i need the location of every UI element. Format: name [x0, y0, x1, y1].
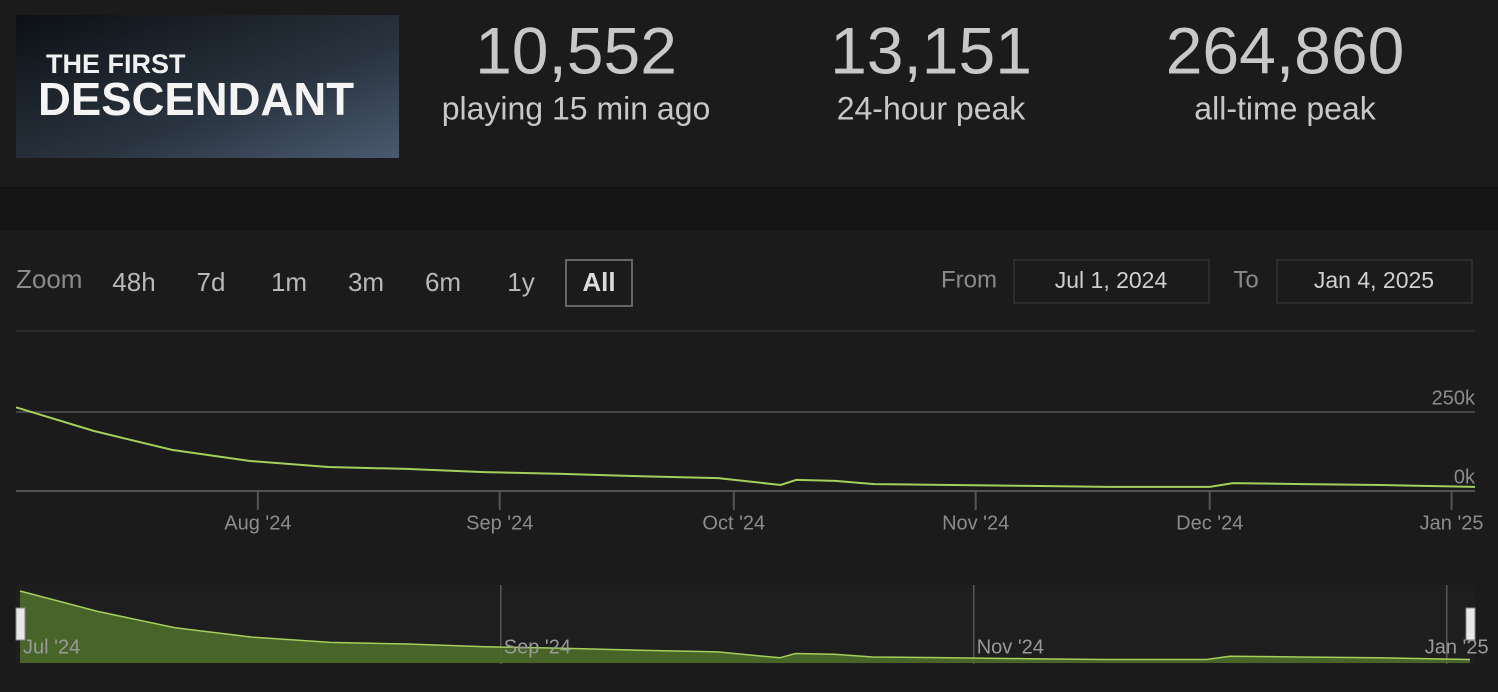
y-tick-label: 0k: [1454, 466, 1476, 488]
stat-label: all-time peak: [1194, 90, 1376, 126]
stat-value: 264,860: [1166, 13, 1405, 87]
navigator-handle-left[interactable]: [15, 607, 26, 641]
stat-value: 13,151: [830, 13, 1032, 87]
x-tick-label: Jan '25: [1420, 512, 1484, 534]
zoom-option[interactable]: 7d: [197, 267, 226, 297]
x-tick-label: Nov '24: [942, 512, 1009, 534]
game-logo: THE FIRST DESCENDANT: [16, 15, 399, 158]
to-label: To: [1233, 266, 1258, 293]
navigator-line: [19, 590, 1471, 661]
x-tick-label: Oct '24: [702, 512, 765, 534]
zoom-selected-box[interactable]: [565, 259, 633, 307]
x-tick-label: Aug '24: [224, 512, 291, 534]
logo-image: [16, 15, 399, 158]
zoom-option[interactable]: 1m: [271, 267, 307, 297]
zoom-option[interactable]: 1y: [507, 267, 534, 297]
zoom-label: Zoom: [16, 264, 82, 294]
zoom-option[interactable]: 3m: [348, 267, 384, 297]
navigator-area: [20, 591, 1470, 663]
zoom-option[interactable]: All: [582, 267, 615, 297]
player-line: [15, 406, 1476, 488]
x-tick-label: Dec '24: [1176, 512, 1243, 534]
zoom-option[interactable]: 6m: [425, 267, 461, 297]
logo-line2: DESCENDANT: [38, 73, 354, 125]
to-value[interactable]: Jan 4, 2025: [1314, 267, 1434, 293]
from-value[interactable]: Jul 1, 2024: [1055, 267, 1168, 293]
from-input[interactable]: [1013, 259, 1210, 304]
to-input[interactable]: [1276, 259, 1473, 304]
zoom-option[interactable]: 48h: [112, 267, 155, 297]
y-tick-label: 250k: [1432, 387, 1476, 409]
navigator-label: Jul '24: [23, 636, 80, 658]
stat-value: 10,552: [475, 13, 677, 87]
logo-line1: THE FIRST: [46, 49, 186, 79]
navigator-handle-right[interactable]: [1465, 607, 1476, 641]
navigator-label: Jan '25: [1425, 636, 1489, 658]
navigator-label: Sep '24: [504, 636, 571, 658]
stat-label: playing 15 min ago: [442, 90, 711, 126]
x-tick-label: Sep '24: [466, 512, 533, 534]
texture-band: [0, 187, 1498, 230]
navigator-label: Nov '24: [977, 636, 1044, 658]
from-label: From: [941, 266, 997, 293]
stat-label: 24-hour peak: [837, 90, 1027, 126]
